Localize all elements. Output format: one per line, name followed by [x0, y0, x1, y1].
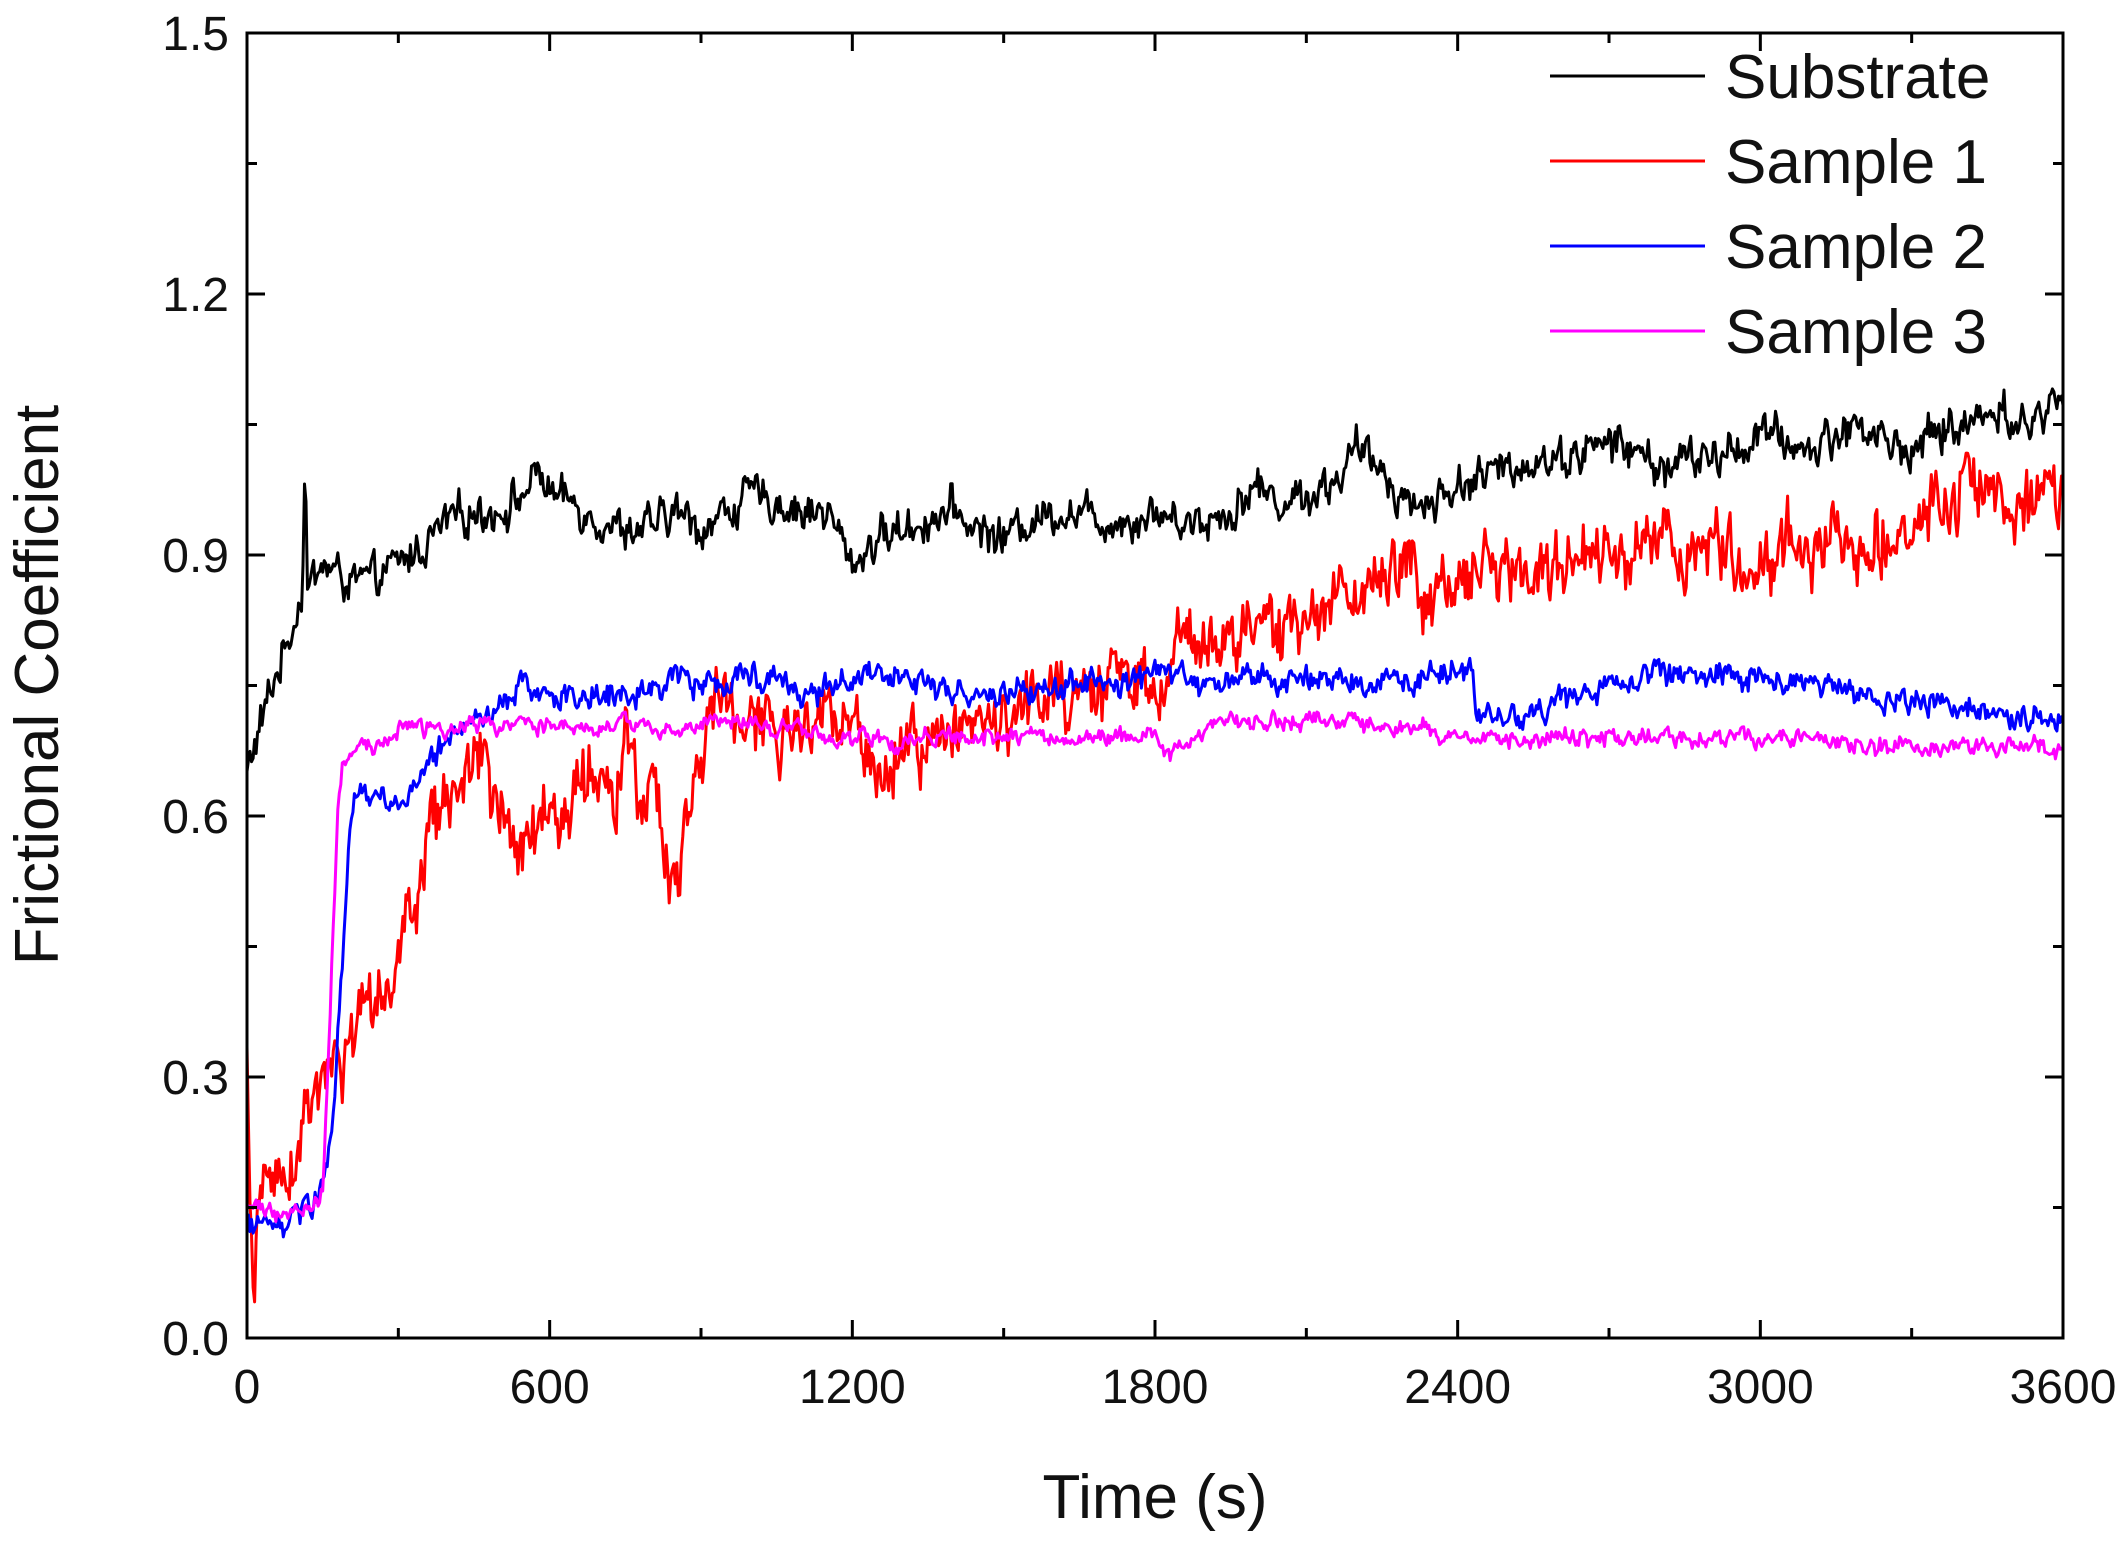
- legend-label: Sample 3: [1725, 298, 1987, 367]
- series-line-sample-2: [245, 656, 2065, 1239]
- y-tick-label: 0.3: [162, 1052, 229, 1105]
- y-tick-label: 1.5: [162, 8, 229, 61]
- x-tick-label: 1200: [799, 1361, 906, 1414]
- axis-ticks: [245, 31, 2065, 1340]
- y-tick-label: 1.2: [162, 269, 229, 322]
- y-tick-label: 0.0: [162, 1313, 229, 1366]
- y-tick-label: 0.6: [162, 791, 229, 844]
- x-axis-title: Time (s): [1043, 1463, 1268, 1532]
- y-axis-title: Frictional Coefficient: [3, 405, 72, 966]
- y-tick-label: 0.9: [162, 530, 229, 583]
- axis-tick-labels: 0 600 1200 1800 2400 3000 3600 0.0 0.3 0.6 0.9 1.2 1…: [162, 8, 2116, 1414]
- legend: Substrate Sample 1 Sample 2 Sample 3: [1550, 43, 1990, 367]
- x-tick-label: 1800: [1102, 1361, 1209, 1414]
- x-tick-label: 3600: [2010, 1361, 2117, 1414]
- x-tick-label: 0: [234, 1361, 261, 1414]
- legend-label: Sample 2: [1725, 213, 1987, 282]
- legend-label: Substrate: [1725, 43, 1990, 112]
- series-line-sample-1: [245, 451, 2065, 1304]
- legend-label: Sample 1: [1725, 128, 1987, 197]
- series-line-substrate: [245, 387, 2065, 772]
- series-layer: [245, 387, 2065, 1304]
- series-line-sample-3: [246, 709, 2065, 1223]
- x-tick-label: 2400: [1404, 1361, 1511, 1414]
- x-tick-label: 600: [510, 1361, 590, 1414]
- x-tick-label: 3000: [1707, 1361, 1814, 1414]
